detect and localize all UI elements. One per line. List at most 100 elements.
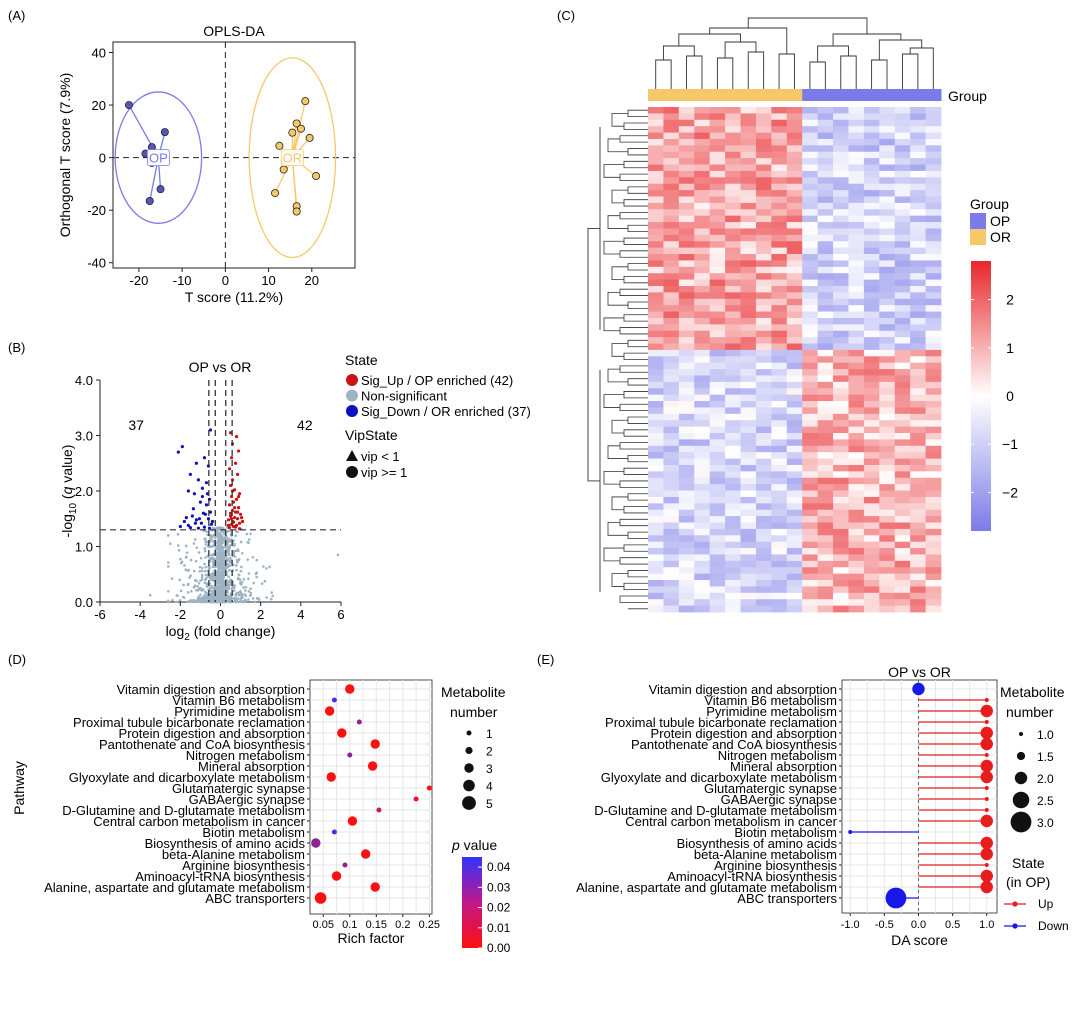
row-dendrogram-branch [611,112,628,127]
heatmap-cell [648,356,664,364]
heatmap-cell [725,503,741,511]
heatmap-cell [755,605,772,613]
heatmap-cell [817,305,834,312]
nonsig-point [215,556,219,560]
heatmap-cell [910,605,926,613]
heatmap-cell [894,394,911,402]
heatmap-cell [771,592,788,600]
heatmap-cell [740,132,757,140]
heatmap-cell [925,464,942,472]
heatmap-cell [694,356,711,364]
heatmap-cell [833,266,849,274]
heatmap-cell [725,458,741,466]
nonsig-point [219,557,222,560]
nonsig-point [226,550,230,554]
heatmap-cell [833,433,849,440]
heatmap-cell [802,119,819,127]
heatmap-cell [817,356,834,364]
heatmap-cell [802,445,819,453]
heatmap-cell [771,433,788,440]
nonsig-point [195,546,199,549]
heatmap-cell [925,586,942,594]
nonsig-point [209,533,213,537]
heatmap-cell [894,119,911,127]
dendrogram-branch [724,41,757,58]
heatmap-cell [709,164,726,172]
heatmap-cell [755,458,772,466]
heatmap-cell [648,349,664,357]
row-dendrogram-branch [607,291,628,306]
heatmap-cell [894,292,911,300]
heatmap-cell [817,317,834,325]
nonsig-point [180,560,184,564]
heatmap-cell [802,196,819,204]
heatmap-cell [678,305,695,312]
heatmap-cell [786,362,803,370]
heatmap-cell [786,592,803,600]
heatmap-cell [725,548,741,555]
heatmap-cell [925,273,942,280]
heatmap-cell [833,158,849,165]
legend-title-group: Group [970,196,1009,212]
heatmap-cell [910,388,926,396]
heatmap-cell [786,209,803,217]
heatmap-cell [709,548,726,555]
nonsig-point [212,534,215,538]
heatmap-cell [879,516,896,523]
legend-size-dot [1019,732,1023,736]
heatmap-cell [802,202,819,210]
nonsig-point [220,534,224,537]
nonsig-point [208,540,212,544]
heatmap-cell [802,107,819,114]
sig-point [238,512,243,516]
heatmap-cell [740,228,757,236]
heatmap-cell [709,503,726,511]
y-tick-label: 0.0 [75,595,93,610]
heatmap-cell [709,522,726,530]
nonsig-point [240,565,243,569]
legend-title-state: (in OP) [1006,874,1050,890]
heatmap-cell [709,158,726,165]
heatmap-cell [863,158,880,165]
group-label-OP: OP [149,151,168,166]
heatmap-cell [771,445,788,453]
nonsig-point [166,589,170,593]
sig-point [208,510,213,514]
heatmap-cell [740,477,757,485]
heatmap-cell [648,362,664,370]
heatmap-cell [755,599,772,607]
nonsig-point [178,578,182,582]
heatmap-cell [817,509,834,517]
heatmap-cell [863,126,880,133]
dendrogram-branch [901,53,919,74]
heatmap-cell [802,522,819,530]
pathway-label: Aminoacyl-tRNA biosynthesis [667,869,837,884]
heatmap-cell [694,464,711,472]
heatmap-cell [771,541,788,549]
nonsig-point [177,548,181,552]
y-axis-label: Pathway [11,761,27,815]
heatmap-cell [894,528,911,536]
heatmap-cell [786,605,803,613]
heatmap-cell [879,145,896,153]
heatmap-cell [786,356,803,364]
heatmap-cell [663,241,680,249]
heatmap-cell [894,183,911,191]
heatmap-cell [863,273,880,280]
heatmap-cell [694,484,711,491]
heatmap-cell [910,228,926,236]
heatmap-cell [648,401,664,408]
nonsig-point [220,587,224,591]
heatmap-cell [755,222,772,229]
heatmap-cell [663,234,680,242]
heatmap-cell [663,279,680,287]
heatmap-cell [879,292,896,300]
heatmap-cell [786,516,803,523]
heatmap-cell [925,311,942,319]
heatmap-cell [709,580,726,587]
heatmap-cell [786,126,803,133]
heatmap-cell [755,337,772,344]
nonsig-point [200,569,204,573]
pathway-label: Vitamin digestion and absorption [117,682,305,697]
legend-item: 5 [486,797,493,811]
